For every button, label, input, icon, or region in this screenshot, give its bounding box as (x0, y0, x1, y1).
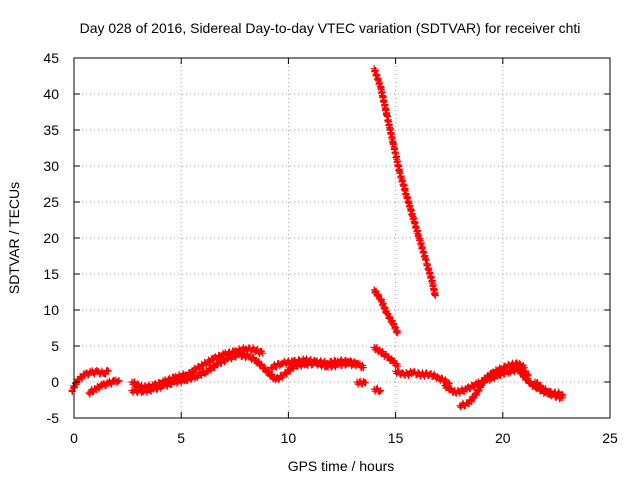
x-axis-label: GPS time / hours (288, 458, 395, 474)
series-markers (189, 344, 266, 376)
y-axis-label: SDTVAR / TECUs (6, 182, 22, 294)
y-tick-label: 0 (51, 374, 59, 390)
y-tick-label: 10 (43, 302, 59, 318)
series-track-10 (370, 286, 402, 337)
series-markers (268, 355, 360, 373)
series-track-13 (392, 367, 453, 388)
series-markers (354, 377, 368, 388)
y-tick-label: 5 (51, 338, 59, 354)
axes: 0 5 10 15 20 25 -5 0 5 10 15 20 25 30 35 40 45 (43, 50, 618, 446)
y-tick-label: -5 (47, 410, 60, 426)
series-markers (86, 376, 122, 398)
y-tick-label: 15 (43, 266, 59, 282)
data-layer (68, 65, 567, 411)
series-markers (371, 344, 401, 370)
x-tick-label: 25 (602, 430, 618, 446)
x-tick-label: 20 (495, 430, 511, 446)
series-track-17 (531, 378, 567, 403)
series-markers (371, 384, 383, 396)
series-markers (129, 350, 259, 397)
series-track-5 (188, 344, 267, 376)
series-track-9 (370, 65, 439, 300)
series-track-7 (267, 355, 361, 373)
series-track-15 (456, 359, 528, 411)
grid (74, 58, 610, 418)
y-tick-label: 30 (43, 158, 59, 174)
series-markers (457, 359, 527, 411)
y-tick-label: 35 (43, 122, 59, 138)
series-track-2 (85, 376, 123, 398)
series-track-11 (370, 343, 402, 370)
series-track-12 (370, 384, 385, 396)
x-tick-label: 0 (70, 430, 78, 446)
y-tick-label: 40 (43, 86, 59, 102)
x-tick-label: 10 (281, 430, 297, 446)
y-tick-label: 45 (43, 50, 59, 66)
series-markers (393, 367, 452, 388)
series-markers (371, 67, 439, 298)
y-tick-label: 25 (43, 194, 59, 210)
x-tick-label: 15 (388, 430, 404, 446)
series-markers (532, 379, 566, 403)
y-tick-label: 20 (43, 230, 59, 246)
series-markers (371, 287, 401, 336)
x-tick-label: 5 (177, 430, 185, 446)
series-track-8 (353, 377, 370, 388)
chart-title: Day 028 of 2016, Sidereal Day-to-day VTE… (80, 20, 581, 36)
